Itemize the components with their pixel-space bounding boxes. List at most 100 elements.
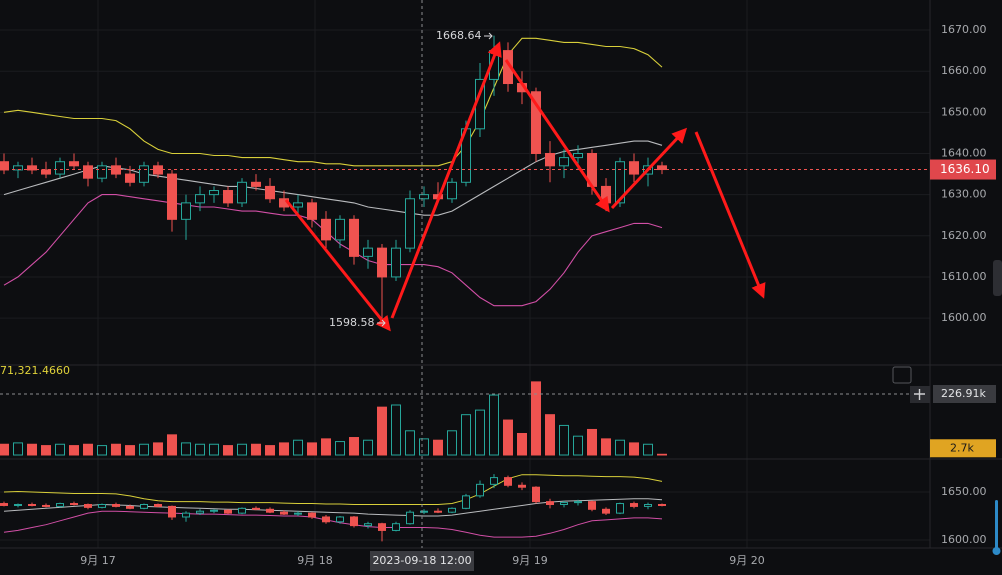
overview-candle-body [644, 503, 652, 507]
volume-bar [223, 445, 233, 456]
crosshair-time-box [370, 551, 474, 571]
arrow [284, 199, 391, 332]
y-tick-label: 1600.00 [941, 533, 987, 546]
overview-candle-body [336, 516, 344, 523]
overview-candle-body [630, 503, 638, 507]
volume-bar [111, 443, 121, 456]
annotation-arrow [484, 32, 493, 40]
overview-candle-body [112, 503, 120, 507]
y-tick-label: 1650.00 [941, 105, 987, 118]
candle-body [531, 91, 541, 154]
volume-bar [433, 439, 443, 456]
scroll-indicator[interactable] [995, 500, 998, 550]
volume-bar [251, 443, 261, 456]
volume-bar [363, 439, 373, 456]
overview-candle-body [392, 523, 400, 531]
y-tick-label: 1620.00 [941, 229, 987, 242]
volume-bar [447, 430, 457, 456]
candle-body [615, 161, 625, 204]
overview-candle-body [140, 503, 148, 509]
volume-bar [643, 443, 653, 456]
overview-candle-body [70, 503, 78, 506]
volume-bar [601, 438, 611, 456]
candle-body [181, 202, 191, 220]
y-tick-label: 1670.00 [941, 23, 987, 36]
candle-body [629, 161, 639, 175]
overview-candle-body [42, 504, 50, 507]
volume-last-label: 2.7k [950, 441, 974, 454]
candle-body [237, 181, 247, 204]
volume-bar [181, 442, 191, 456]
candle-body [125, 173, 135, 183]
side-handle[interactable] [993, 260, 1002, 296]
volume-last-box [930, 439, 996, 458]
scroll-knob[interactable] [992, 547, 1001, 555]
crosshair-time: 2023-09-18 12:00 [372, 554, 471, 567]
volume-crosshair-label: 226.91k [941, 387, 986, 400]
volume-bar [265, 445, 275, 456]
overview-candle-body [168, 505, 176, 518]
candle-body [307, 202, 317, 220]
overview-candle-body [504, 477, 512, 486]
overview-candle-body [322, 516, 330, 523]
volume-bar [97, 445, 107, 456]
band-line [3, 37, 663, 167]
volume-bar [503, 419, 513, 456]
plus-icon [914, 389, 925, 400]
volume-bar [419, 438, 429, 456]
candle-body [349, 218, 359, 257]
overview-candle-body [574, 501, 582, 504]
volume-bar [237, 443, 247, 456]
volume-bar [0, 443, 9, 456]
volume-bar [139, 443, 149, 456]
volume-bar [405, 430, 415, 456]
candle-body [223, 190, 233, 204]
overview-candle-body [476, 483, 484, 497]
overview-candle-body [602, 508, 610, 514]
y-tick-label: 1650.00 [941, 485, 987, 498]
overview-candle-body [616, 503, 624, 514]
volume-bar [125, 445, 135, 456]
overview-candle-body [28, 503, 36, 506]
annotation-arrow [377, 319, 386, 327]
candle-body [293, 202, 303, 208]
x-tick-label: 9月 18 [297, 554, 333, 567]
candle-body [41, 169, 51, 175]
candle-body [139, 165, 149, 183]
y-tick-label: 1600.00 [941, 311, 987, 324]
overview-candle-body [224, 509, 232, 514]
overview-candle-body [14, 503, 22, 506]
candle-body [97, 165, 107, 179]
volume-ma-value: 71,321.4660 [0, 364, 70, 377]
overview-candle-body [98, 503, 106, 508]
candle-body [545, 152, 555, 167]
candle-body [167, 173, 177, 220]
arrow [610, 127, 688, 210]
volume-bar [657, 453, 667, 456]
expand-button[interactable] [892, 366, 912, 384]
overview-candle-body [182, 512, 190, 518]
volume-bar [615, 439, 625, 456]
overview-candle-body [350, 516, 358, 527]
x-tick-label: 9月 19 [512, 554, 548, 567]
x-tick-label: 9月 20 [729, 554, 765, 567]
candle-body [55, 161, 65, 175]
volume-crosshair-box [933, 385, 996, 404]
overview-candle-body [252, 507, 260, 510]
volume-bar [629, 442, 639, 456]
high-annotation: 1668.64 [436, 29, 482, 42]
overview-candle-body [434, 510, 442, 513]
overview-candle-body [518, 484, 526, 488]
volume-bar [153, 442, 163, 456]
overview-candle-body [462, 495, 470, 509]
overview-candle-body [0, 503, 8, 506]
overview-candle-body [658, 503, 666, 506]
overview-candle-body [448, 507, 456, 513]
volume-bar [55, 443, 65, 456]
overview-band-line [3, 474, 663, 505]
candle-body [405, 198, 415, 249]
volume-bar [461, 414, 471, 456]
arrow [694, 131, 766, 299]
